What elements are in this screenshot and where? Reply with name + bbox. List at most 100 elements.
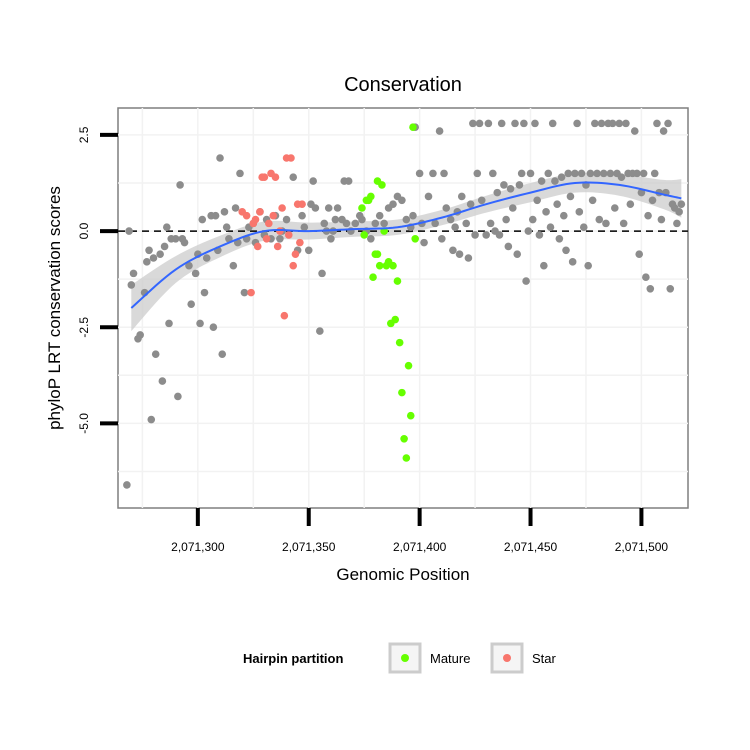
point-other [466,200,475,208]
point-mature [389,261,397,270]
chart-title: Conservation [344,74,462,96]
point-other [639,169,648,178]
point-other [586,169,595,178]
point-other [524,227,533,235]
point-star [271,173,280,182]
point-other [156,250,164,258]
point-other [564,169,573,178]
point-other [653,119,661,128]
point-other [489,169,497,178]
legend-swatch-mature [401,654,409,662]
legend-label-mature: Mature [430,651,470,666]
point-other [424,192,433,201]
x-tick-label: 2,071,300 [171,540,225,554]
point-other [495,231,504,239]
point-other [584,261,592,270]
point-other [216,154,224,162]
point-other [327,234,335,243]
point-other [435,127,444,135]
point-other [196,319,204,328]
point-other [429,169,437,178]
point-other [657,215,666,224]
point-other [147,415,156,424]
point-other [573,119,581,128]
point-other [469,119,477,128]
point-other [311,204,320,212]
point-other [493,188,502,197]
point-other [575,208,584,216]
point-star [278,204,286,212]
point-other [664,119,672,128]
point-other [535,231,544,239]
point-other [129,269,138,278]
point-other [626,200,635,208]
point-other [229,261,238,270]
legend-label-star: Star [532,651,557,666]
point-mature [391,315,400,324]
point-other [191,269,200,278]
point-other [304,246,313,255]
smooth-curve [130,181,682,309]
point-other [522,277,530,285]
point-other [617,173,626,182]
point-other [511,119,519,128]
point-other [171,234,180,243]
point-star [265,219,273,228]
point-other [202,254,211,262]
point-other [289,173,298,182]
point-other [635,250,644,258]
point-other [380,219,388,228]
point-other [615,119,624,128]
point-other [544,169,553,178]
point-other [200,288,209,297]
point-other [566,192,575,201]
point-star [251,215,260,224]
point-other [597,119,606,128]
legend-swatch-star [503,654,511,662]
point-mature [375,261,384,270]
point-other [562,246,570,255]
point-other [504,242,513,251]
point-star [260,173,269,182]
point-other [174,392,182,401]
point-star [242,211,251,220]
point-other [145,246,153,255]
point-other [367,234,375,243]
point-star [291,250,300,258]
point-other [591,119,599,128]
point-other [209,323,218,332]
point-star [256,208,264,216]
point-other [553,200,561,208]
point-other [125,227,133,235]
x-tick-label: 2,071,350 [282,540,336,554]
point-other [375,211,384,220]
point-star [247,288,255,297]
point-other [402,215,411,224]
point-other [637,188,646,197]
point-other [220,208,229,216]
y-axis-ticks: 2.5 0.0 -2.5 -5.0 [77,126,118,434]
point-mature [393,277,402,285]
point-other [211,211,220,220]
point-other [333,204,342,212]
point-mature [409,123,417,132]
point-mature [411,234,419,243]
y-tick-label: 2.5 [77,126,91,143]
point-other [415,169,424,178]
point-other [331,215,340,224]
point-star [296,238,304,247]
point-mature [398,388,406,397]
point-other [482,231,490,239]
point-other [218,350,227,358]
point-other [438,234,446,243]
point-other [595,215,604,224]
point-mature [358,204,366,212]
point-other [533,196,541,205]
point-other [123,481,131,489]
x-tick-label: 2,071,450 [504,540,558,554]
point-star [284,231,293,239]
point-other [309,177,317,185]
point-other [276,234,284,243]
point-other [542,208,550,216]
